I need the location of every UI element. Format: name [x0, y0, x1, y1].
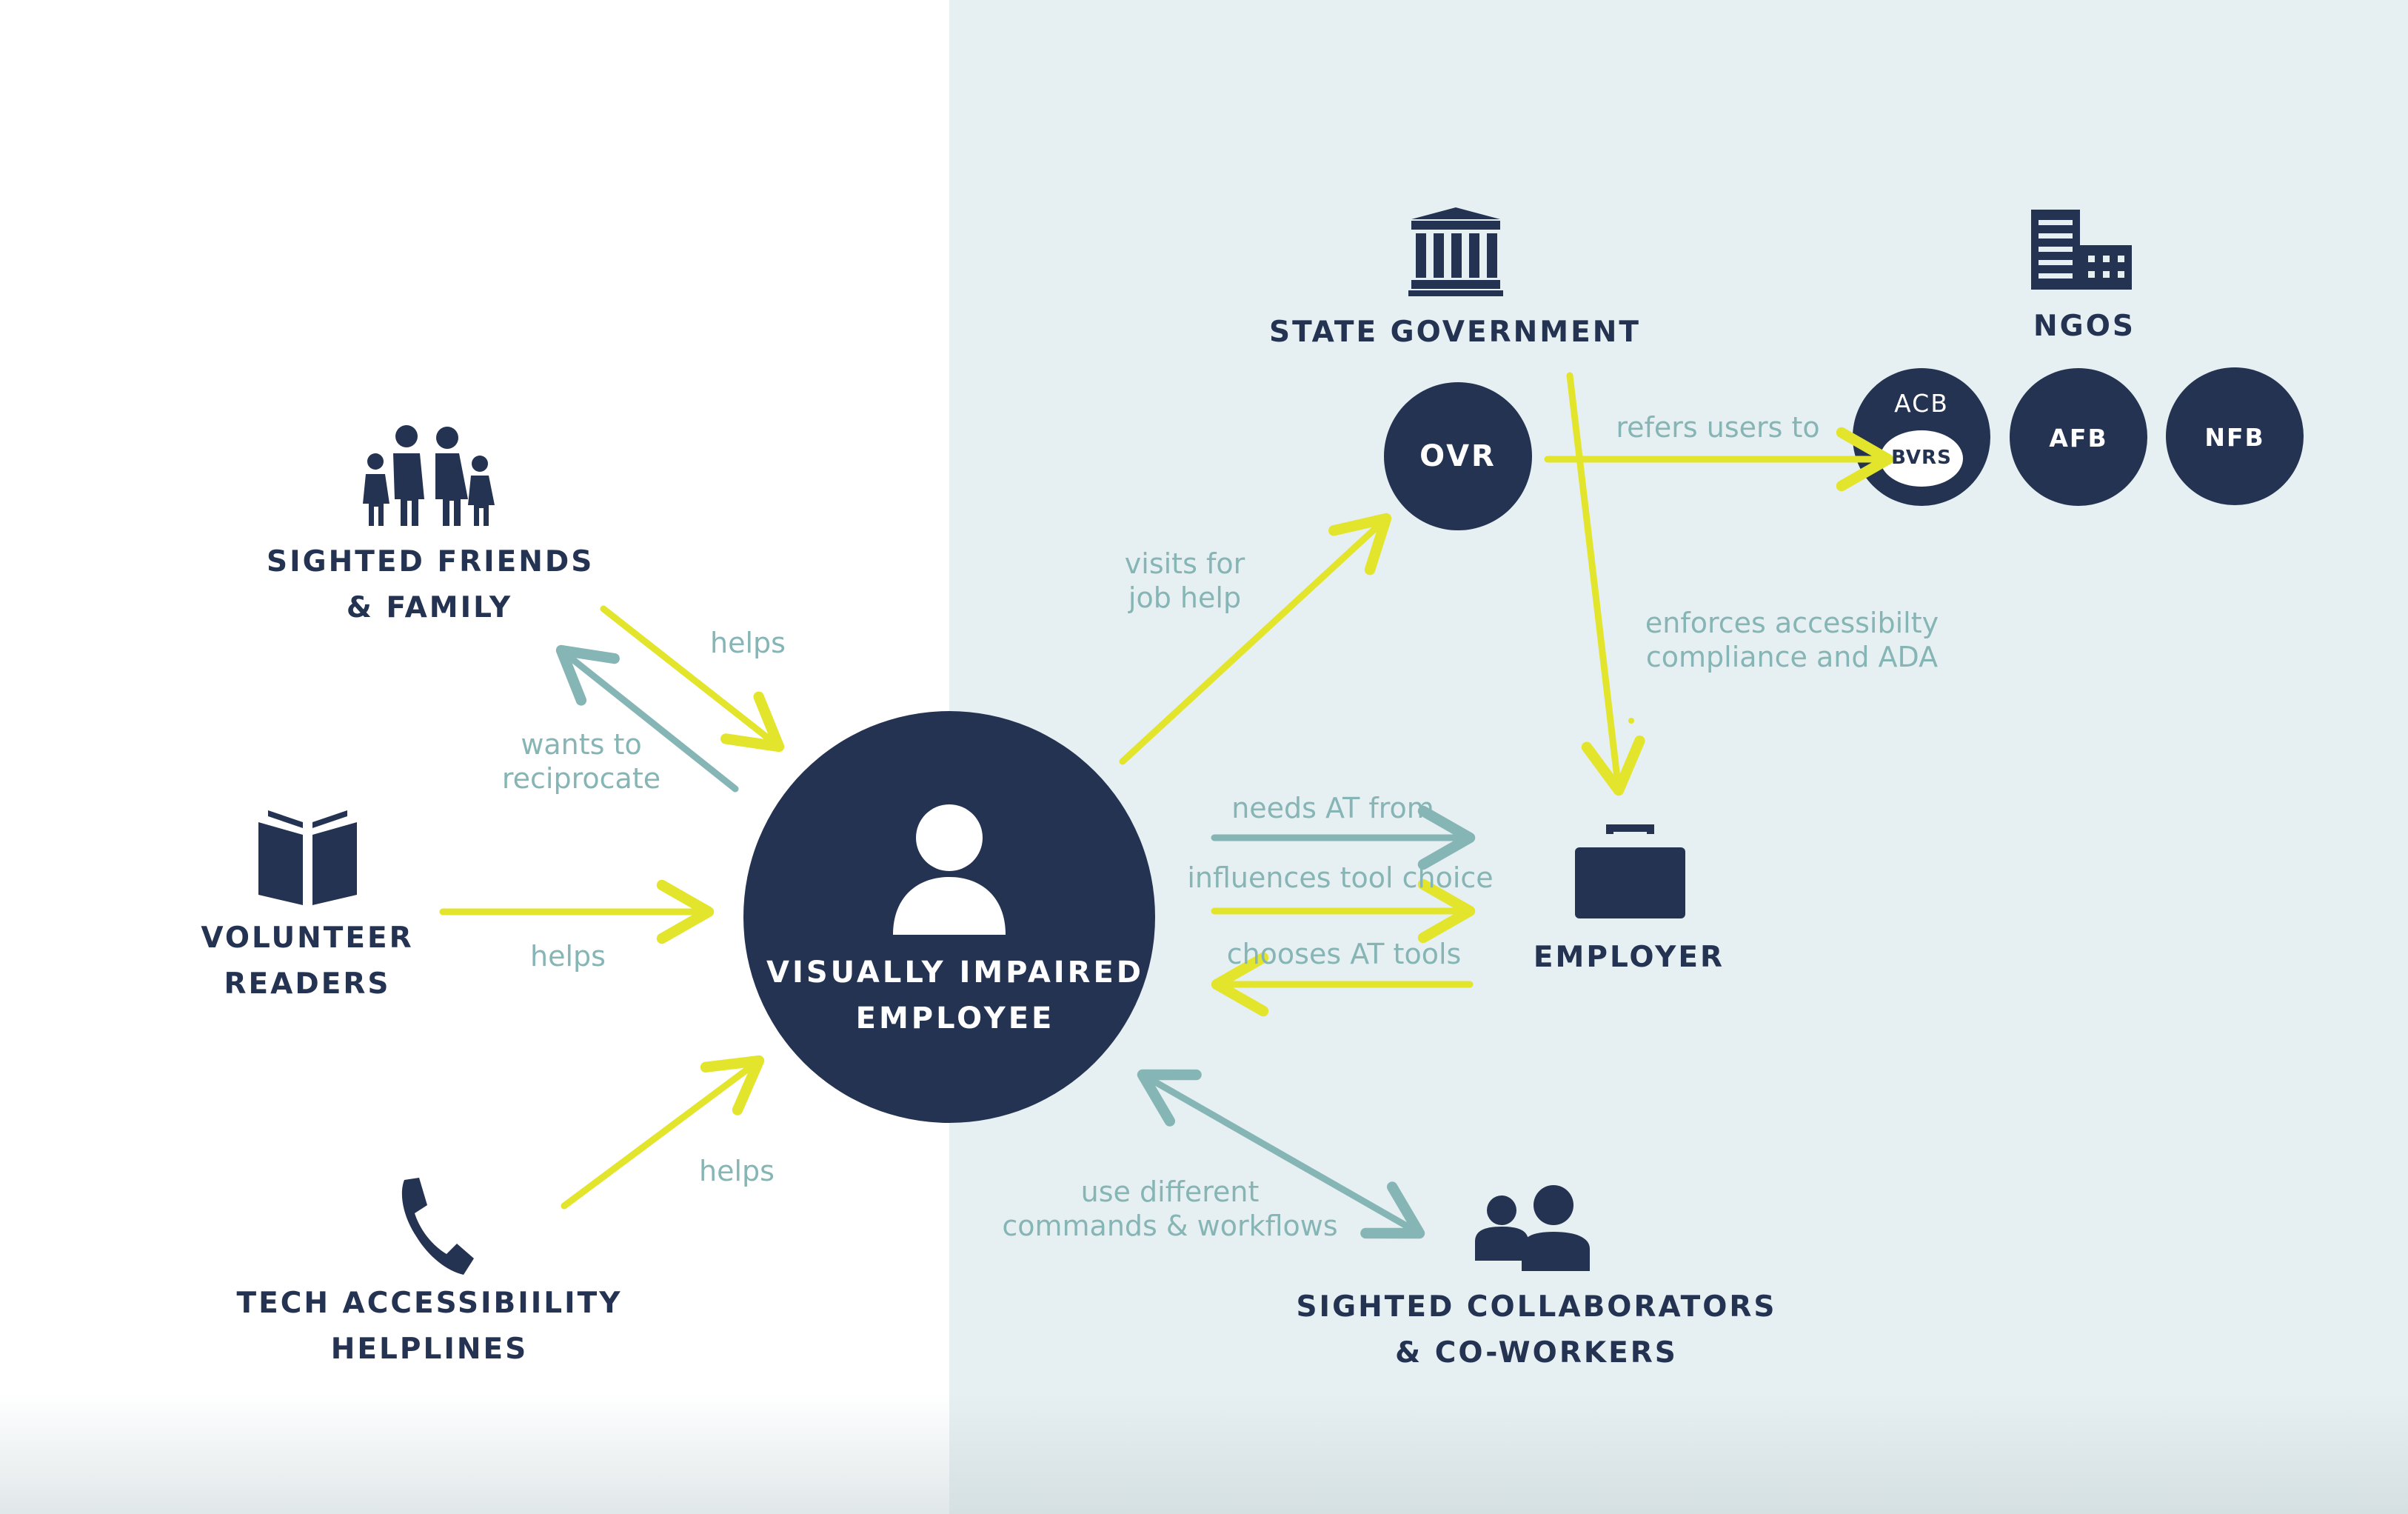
arrow-enforces-compliance	[1566, 372, 1645, 796]
node-ngos: NGOS	[1999, 304, 2170, 350]
center-label: VISUALLY IMPAIRED EMPLOYEE	[740, 950, 1170, 1041]
person-icon	[893, 804, 1006, 935]
center-label-line1: VISUALLY IMPAIRED	[766, 956, 1144, 990]
rel-helplines-helps: helps	[699, 1155, 775, 1187]
node-readers-line2: READERS	[224, 967, 391, 1001]
rel-visits-line2: job help	[1128, 581, 1242, 614]
rel-reciprocate-line2: reciprocate	[501, 762, 661, 795]
rel-needs-at: needs AT from	[1231, 792, 1434, 824]
phone-icon	[401, 1178, 474, 1275]
arrow-visits-job-help	[1119, 513, 1392, 765]
nfb-label: NFB	[2204, 423, 2265, 452]
afb-label: AFB	[2049, 424, 2108, 453]
rel-friends-helps: helps	[710, 627, 786, 659]
ovr-circle	[1384, 382, 1532, 530]
node-employer-label: EMPLOYER	[1533, 941, 1725, 974]
family-icon	[363, 425, 495, 526]
bvrs-oval	[1880, 430, 1963, 487]
rel-commands-line1: use different	[1080, 1175, 1260, 1208]
rel-visits-line1: visits for	[1124, 547, 1245, 580]
acb-label: ACB	[1894, 389, 1949, 418]
node-sighted-friends-family: SIGHTED FRIENDS & FAMILY	[267, 539, 592, 631]
government-building-icon	[1408, 207, 1503, 296]
rel-enforces-compliance: enforces accessibilty compliance and ADA	[1592, 606, 1992, 674]
rel-enforces-line1: enforces accessibilty	[1645, 607, 1939, 639]
node-state-government: STATE GOVERNMENT	[1259, 310, 1651, 356]
nfb-circle	[2166, 367, 2304, 505]
node-sighted-collaborators: SIGHTED COLLABORATORS & CO-WORKERS	[1288, 1284, 1785, 1376]
arrow-friends-helps	[600, 605, 785, 753]
briefcase-icon	[1575, 824, 1685, 918]
node-readers-line1: VOLUNTEER	[201, 921, 414, 955]
rel-commands-workflows: use different commands & workflows	[985, 1175, 1355, 1243]
node-ngos-label: NGOS	[2033, 310, 2136, 343]
book-icon	[258, 810, 357, 905]
node-friends-line1: SIGHTED FRIENDS	[267, 545, 595, 578]
people-icon	[1475, 1185, 1590, 1271]
rel-commands-line2: commands & workflows	[1002, 1210, 1338, 1242]
rel-enforces-line2: compliance and ADA	[1645, 641, 1939, 673]
rel-refers-users: refers users to	[1616, 411, 1820, 444]
rel-chooses-at-tools: chooses AT tools	[1226, 938, 1462, 970]
node-collaborators-line1: SIGHTED COLLABORATORS	[1296, 1290, 1777, 1324]
rel-readers-helps: helps	[530, 940, 606, 973]
right-panel-background	[949, 0, 2408, 1514]
rel-wants-to-reciprocate: wants to reciprocate	[474, 727, 689, 796]
arrow-helplines-helps	[561, 1055, 765, 1210]
bvrs-label: BVRS	[1891, 447, 1952, 469]
ovr-label: OVR	[1419, 439, 1496, 473]
node-government-label: STATE GOVERNMENT	[1269, 316, 1641, 349]
node-collaborators-line2: & CO-WORKERS	[1395, 1336, 1678, 1370]
node-friends-line2: & FAMILY	[346, 591, 513, 624]
node-helplines-line2: HELPLINES	[330, 1333, 529, 1366]
office-building-icon	[2031, 210, 2132, 290]
node-helplines-line1: TECH ACCESSIBIILITY	[236, 1287, 623, 1320]
arrow-wants-to-reciprocate	[555, 644, 739, 793]
arrow-commands-workflows	[1137, 1069, 1425, 1239]
bottom-fade	[0, 1393, 2408, 1514]
afb-circle	[2010, 368, 2147, 506]
node-employer: EMPLOYER	[1518, 935, 1740, 981]
center-label-line2: EMPLOYEE	[855, 1001, 1055, 1036]
rel-reciprocate-line1: wants to	[521, 728, 642, 761]
rel-visits-job-help: visits for job help	[1081, 547, 1288, 615]
stray-dot	[1628, 718, 1634, 724]
node-volunteer-readers: VOLUNTEER READERS	[178, 916, 437, 1007]
node-tech-accessibility-helplines: TECH ACCESSIBIILITY HELPLINES	[222, 1281, 637, 1373]
rel-influences-tool-choice: influences tool choice	[1187, 861, 1494, 894]
